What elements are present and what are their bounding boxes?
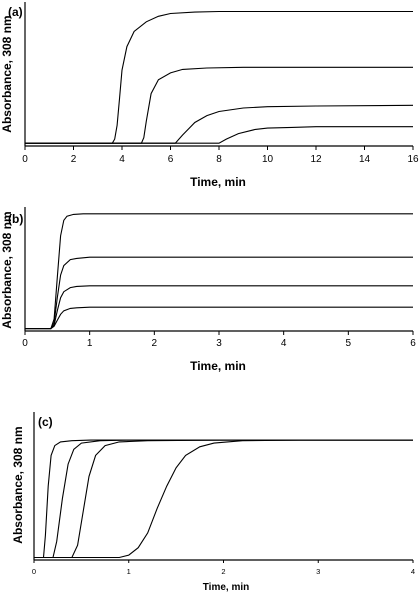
x-tick-label-a-6: 12 (310, 154, 322, 165)
y-axis-title-a: Absorbance, 308 nm (0, 15, 14, 132)
x-tick-labels-b: 0 1 2 3 4 5 6 (22, 338, 416, 349)
series-line-a-3 (25, 104, 414, 144)
x-tick-labels-a: 0 2 4 6 8 10 12 14 16 (22, 154, 419, 165)
x-tick-label-c-0: 0 (32, 567, 36, 576)
x-tick-label-a-7: 14 (359, 154, 371, 165)
x-tick-label-a-2: 4 (119, 154, 125, 165)
panel-label-b: (b) (8, 212, 23, 226)
series-line-b-2 (25, 256, 413, 330)
panel-label-c: (c) (38, 415, 53, 429)
x-tick-label-b-1: 1 (87, 338, 93, 349)
plot-area-a (25, 10, 414, 144)
x-tick-labels-c: 0 1 2 3 4 (32, 567, 415, 576)
series-line-a-4 (25, 126, 413, 144)
x-ticks-b (24, 331, 414, 335)
series-line-c-3 (34, 439, 413, 559)
plot-area-c (34, 439, 413, 559)
chart-panel-c: (c) Absorbance, 308 nm Time, min 0 1 2 3 4 (11, 412, 415, 593)
x-tick-label-b-3: 3 (216, 338, 222, 349)
chart-panel-a: (a) Absorbance, 308 nm Time, min 0 2 4 6 8 10… (0, 2, 419, 189)
x-tick-label-a-1: 2 (71, 154, 77, 165)
x-ticks-c (33, 560, 414, 563)
plot-area-b (25, 213, 413, 330)
x-axis-title-b: Time, min (190, 359, 246, 373)
x-tick-label-a-3: 6 (168, 154, 174, 165)
x-tick-label-b-6: 6 (410, 338, 416, 349)
x-ticks-a (24, 146, 414, 150)
x-tick-label-c-2: 2 (221, 567, 225, 576)
x-tick-label-c-1: 1 (127, 567, 131, 576)
x-tick-label-b-2: 2 (152, 338, 158, 349)
series-line-c-4 (34, 439, 413, 559)
x-tick-label-a-5: 10 (262, 154, 274, 165)
series-line-a-1 (25, 10, 413, 144)
series-line-c-2 (34, 439, 413, 559)
series-line-c-1 (34, 439, 413, 559)
x-tick-label-a-8: 16 (407, 154, 419, 165)
panel-label-a: (a) (8, 5, 23, 19)
x-tick-label-a-0: 0 (22, 154, 28, 165)
x-tick-label-a-4: 8 (216, 154, 222, 165)
x-tick-label-b-5: 5 (346, 338, 352, 349)
series-line-b-4 (25, 306, 413, 330)
series-line-b-1 (25, 213, 413, 330)
chart-panel-b: (b) Absorbance, 308 nm Time, min 0 1 2 3 4 5 6 (0, 207, 416, 373)
x-tick-label-b-0: 0 (22, 338, 28, 349)
series-line-b-3 (25, 285, 413, 330)
x-axis-title-c: Time, min (203, 582, 250, 593)
x-tick-label-c-3: 3 (316, 567, 320, 576)
x-tick-label-c-4: 4 (411, 567, 415, 576)
x-axis-title-a: Time, min (190, 175, 246, 189)
y-axis-title-b: Absorbance, 308 nm (0, 211, 14, 328)
y-axis-title-c: Absorbance, 308 nm (11, 426, 25, 543)
x-tick-label-b-4: 4 (281, 338, 287, 349)
series-line-a-2 (25, 66, 413, 144)
